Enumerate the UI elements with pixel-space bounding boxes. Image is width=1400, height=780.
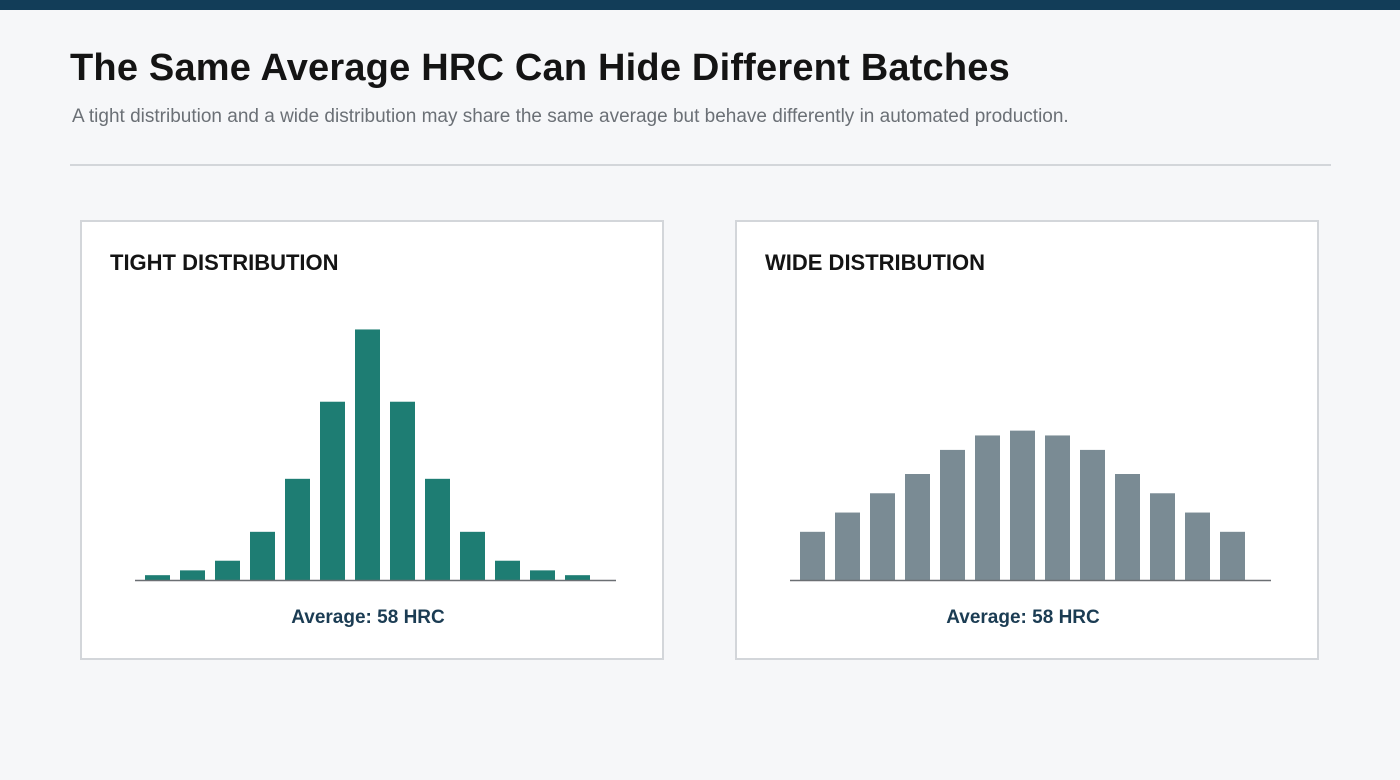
tight-bar-1 xyxy=(145,575,170,580)
top-accent-bar xyxy=(0,0,1400,10)
tight-bar-13 xyxy=(565,575,590,580)
header-divider xyxy=(70,164,1331,166)
tight-bar-4 xyxy=(250,531,275,580)
wide-bar-11 xyxy=(1150,493,1175,580)
wide-bar-10 xyxy=(1115,474,1140,580)
tight-distribution-chart xyxy=(135,329,616,582)
wide-bar-1 xyxy=(800,531,825,580)
tight-bar-5 xyxy=(285,478,310,580)
wide-bar-7 xyxy=(1010,430,1035,580)
tight-bar-10 xyxy=(460,531,485,580)
tight-bar-3 xyxy=(215,560,240,580)
tight-bar-8 xyxy=(390,401,415,580)
page-subtitle: A tight distribution and a wide distribu… xyxy=(72,106,1069,127)
tight-bar-2 xyxy=(180,570,205,580)
tight-distribution-title: TIGHT DISTRIBUTION xyxy=(110,250,339,275)
tight-bar-6 xyxy=(320,401,345,580)
wide-bar-8 xyxy=(1045,435,1070,580)
wide-bar-5 xyxy=(940,449,965,580)
wide-bar-9 xyxy=(1080,449,1105,580)
wide-bar-13 xyxy=(1220,531,1245,580)
wide-bar-2 xyxy=(835,512,860,580)
tight-bar-12 xyxy=(530,570,555,580)
wide-distribution-title: WIDE DISTRIBUTION xyxy=(765,250,985,275)
tight-bar-11 xyxy=(495,560,520,580)
tight-distribution-panel: TIGHT DISTRIBUTION Average: 58 HRC xyxy=(80,220,664,660)
tight-bar-7 xyxy=(355,329,380,580)
wide-distribution-panel: WIDE DISTRIBUTION Average: 58 HRC xyxy=(735,220,1319,660)
wide-bar-12 xyxy=(1185,512,1210,580)
tight-average-label: Average: 58 HRC xyxy=(291,607,445,628)
wide-average-label: Average: 58 HRC xyxy=(946,607,1100,628)
wide-bar-6 xyxy=(975,435,1000,580)
wide-bar-4 xyxy=(905,474,930,580)
wide-distribution-chart xyxy=(790,430,1271,582)
page-title: The Same Average HRC Can Hide Different … xyxy=(70,47,1010,89)
wide-bar-3 xyxy=(870,493,895,580)
tight-bar-9 xyxy=(425,478,450,580)
